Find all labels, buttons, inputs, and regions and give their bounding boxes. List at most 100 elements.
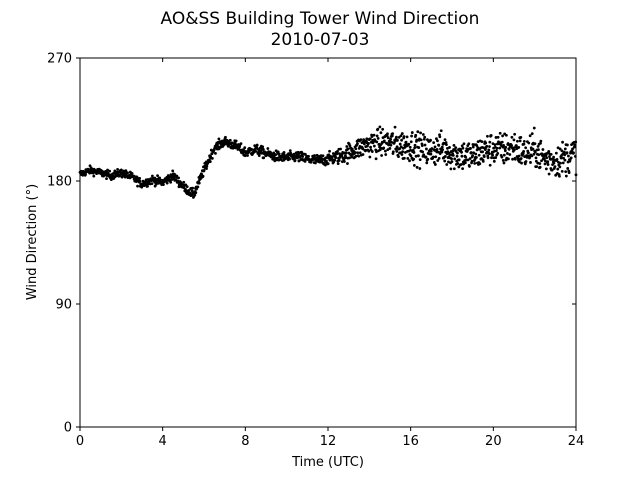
data-point (346, 147, 350, 151)
data-point (326, 162, 330, 166)
y-tick-label: 270 (47, 52, 72, 67)
data-point (521, 152, 525, 156)
data-point (324, 163, 327, 167)
data-point (365, 137, 369, 141)
data-point (119, 168, 123, 172)
data-point (205, 164, 209, 168)
data-point (543, 159, 547, 163)
data-point (412, 163, 416, 167)
data-point (282, 150, 286, 154)
data-point (467, 142, 471, 146)
data-point (456, 162, 460, 165)
data-point (399, 145, 403, 149)
data-point (480, 140, 484, 144)
data-point (481, 160, 485, 163)
data-point (563, 158, 567, 162)
data-point (412, 157, 416, 161)
data-point (487, 148, 491, 152)
data-point (367, 149, 371, 153)
data-point (512, 146, 516, 150)
y-axis-label: Wind Direction (°) (25, 184, 40, 300)
data-point (386, 148, 390, 152)
data-point (482, 155, 486, 159)
y-axis-ticks: 0 90 180 270 (47, 52, 576, 436)
data-point (545, 156, 549, 160)
data-point (162, 183, 165, 186)
data-point (518, 160, 521, 164)
data-point (546, 160, 550, 164)
data-point (429, 149, 433, 153)
data-point (369, 145, 372, 149)
x-tick-label: 20 (485, 434, 502, 449)
data-point (528, 134, 532, 138)
data-point (461, 167, 464, 171)
data-point (478, 162, 482, 166)
data-point (464, 155, 468, 159)
data-point (210, 157, 214, 160)
data-point (138, 179, 142, 183)
data-point (253, 144, 257, 148)
data-point (541, 148, 545, 151)
data-point (452, 144, 456, 147)
data-point (555, 157, 559, 161)
data-point (165, 181, 169, 185)
data-point (443, 159, 447, 163)
x-axis-ticks: 0 4 8 12 16 20 24 (76, 58, 584, 449)
data-point (494, 149, 498, 153)
data-point (261, 145, 265, 149)
data-point (560, 149, 564, 153)
data-point (408, 159, 411, 163)
data-point (462, 142, 466, 146)
data-point (472, 151, 476, 155)
data-point (404, 140, 408, 144)
data-point (409, 148, 412, 152)
data-point (488, 163, 492, 167)
data-point (460, 154, 464, 158)
data-point (348, 156, 351, 160)
data-point (328, 149, 331, 153)
data-point (436, 139, 439, 143)
data-point (260, 151, 264, 155)
data-point (554, 151, 558, 155)
data-point (460, 144, 464, 148)
data-point (471, 154, 474, 157)
data-point (487, 152, 491, 156)
data-point (158, 176, 162, 180)
data-point (370, 150, 374, 153)
data-point (544, 167, 548, 171)
data-point (565, 151, 569, 155)
data-point (451, 154, 455, 157)
x-tick-label: 0 (76, 434, 84, 449)
data-point (410, 134, 413, 138)
data-point (471, 145, 475, 149)
data-point (400, 138, 403, 142)
data-point (357, 154, 361, 158)
data-point (108, 169, 112, 173)
data-point (412, 151, 416, 154)
data-point (549, 152, 553, 156)
data-point (417, 154, 420, 158)
data-point (539, 139, 543, 143)
data-point (395, 149, 399, 153)
x-axis-label: Time (UTC) (291, 455, 364, 470)
data-point (531, 147, 535, 151)
data-point (396, 138, 399, 142)
data-point (561, 140, 564, 144)
data-point (356, 151, 360, 155)
data-point (386, 136, 390, 140)
data-point (547, 172, 551, 176)
data-point (468, 165, 471, 168)
data-point (370, 135, 374, 139)
data-point (336, 162, 340, 166)
data-point (448, 146, 451, 149)
data-point (390, 134, 394, 138)
data-point (433, 163, 437, 166)
y-tick-label: 180 (47, 175, 72, 190)
data-point (560, 169, 564, 173)
data-point (391, 150, 395, 154)
data-point (435, 148, 439, 151)
data-point (504, 133, 508, 137)
data-point (379, 131, 383, 135)
data-point (415, 165, 419, 169)
data-point (564, 174, 568, 178)
